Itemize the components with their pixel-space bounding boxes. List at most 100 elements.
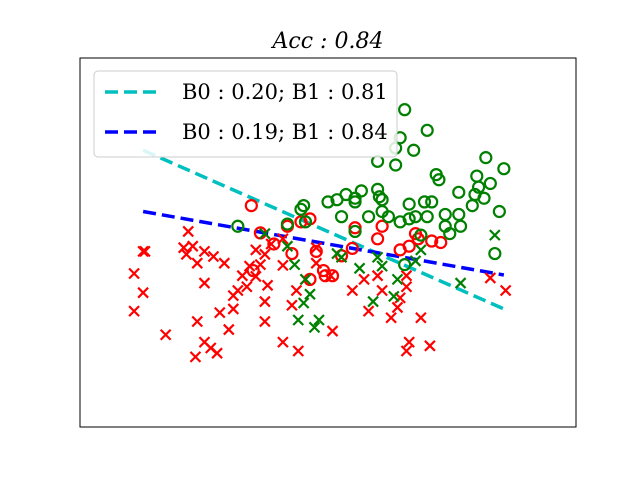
data-point-2-17 bbox=[420, 210, 434, 224]
data-point-2-44 bbox=[339, 187, 353, 202]
decision-line-1 bbox=[142, 209, 505, 277]
data-point-2-18 bbox=[414, 228, 428, 242]
data-point-0-27 bbox=[259, 248, 271, 261]
data-point-1-19 bbox=[434, 235, 448, 250]
data-point-2-43 bbox=[354, 184, 368, 198]
data-point-2-26 bbox=[465, 199, 479, 213]
data-point-2-45 bbox=[321, 195, 335, 209]
data-point-0-41 bbox=[292, 345, 305, 357]
data-point-2-29 bbox=[483, 176, 497, 191]
data-point-0-8 bbox=[177, 241, 190, 254]
data-point-3-17 bbox=[454, 277, 467, 289]
data-point-3-20 bbox=[331, 247, 343, 260]
data-point-2-48 bbox=[297, 199, 311, 213]
legend-frame bbox=[93, 70, 398, 158]
data-point-3-0 bbox=[259, 227, 271, 240]
data-point-1-13 bbox=[375, 219, 389, 233]
data-point-0-40 bbox=[277, 336, 289, 348]
data-point-0-31 bbox=[259, 295, 271, 308]
data-point-0-55 bbox=[385, 311, 397, 324]
data-point-2-30 bbox=[492, 204, 506, 219]
data-point-0-51 bbox=[400, 269, 413, 282]
legend-label-blue: B0 : 0.19; B1 : 0.84 bbox=[182, 120, 388, 144]
data-point-0-59 bbox=[499, 284, 512, 297]
data-point-2-52 bbox=[470, 169, 484, 183]
data-point-3-14 bbox=[391, 273, 404, 286]
data-point-0-2 bbox=[139, 245, 151, 258]
data-point-2-5 bbox=[375, 193, 389, 207]
data-point-0-26 bbox=[250, 244, 262, 256]
data-point-2-4 bbox=[372, 190, 387, 204]
data-point-2-11 bbox=[361, 210, 376, 224]
data-point-0-54 bbox=[400, 345, 413, 357]
data-point-2-21 bbox=[438, 207, 452, 222]
data-point-2-50 bbox=[231, 219, 245, 233]
data-point-3-6 bbox=[313, 314, 325, 326]
data-point-1-18 bbox=[425, 234, 439, 248]
data-point-2-32 bbox=[452, 185, 466, 199]
data-point-3-5 bbox=[292, 314, 305, 326]
data-point-2-9 bbox=[334, 210, 349, 224]
data-point-1-21 bbox=[325, 269, 340, 283]
data-point-1-0 bbox=[244, 199, 258, 213]
data-point-0-42 bbox=[326, 325, 339, 337]
data-point-0-47 bbox=[346, 284, 359, 297]
data-point-2-35 bbox=[402, 197, 416, 211]
data-point-2-3 bbox=[371, 182, 385, 196]
data-point-2-46 bbox=[298, 215, 313, 229]
data-point-2-0 bbox=[398, 103, 412, 117]
data-point-0-9 bbox=[180, 248, 193, 261]
data-point-0-11 bbox=[198, 245, 211, 258]
data-point-0-60 bbox=[218, 257, 231, 269]
data-point-1-22 bbox=[408, 227, 423, 241]
data-point-0-6 bbox=[182, 225, 194, 238]
data-point-2-51 bbox=[488, 246, 502, 261]
data-point-0-34 bbox=[277, 259, 289, 272]
data-point-0-32 bbox=[259, 315, 271, 328]
data-point-2-19 bbox=[398, 258, 412, 272]
data-point-2-36 bbox=[407, 143, 421, 157]
data-point-3-11 bbox=[376, 260, 388, 272]
data-point-3-10 bbox=[371, 251, 384, 264]
data-point-2-40 bbox=[497, 162, 511, 176]
data-point-2-34 bbox=[417, 195, 432, 209]
data-point-3-3 bbox=[304, 288, 316, 300]
data-point-0-12 bbox=[207, 250, 220, 263]
data-point-0-23 bbox=[241, 281, 253, 293]
data-point-1-16 bbox=[402, 239, 416, 253]
chart-title: Acc : 0.84 bbox=[271, 29, 384, 54]
data-point-1-14 bbox=[371, 232, 385, 246]
data-point-0-56 bbox=[415, 311, 427, 324]
data-point-2-38 bbox=[420, 123, 434, 137]
data-point-0-45 bbox=[371, 269, 384, 282]
data-point-3-4 bbox=[297, 297, 310, 309]
data-point-2-24 bbox=[438, 219, 452, 233]
data-point-2-39 bbox=[432, 173, 446, 187]
data-point-0-0 bbox=[128, 267, 140, 280]
data-point-2-10 bbox=[348, 224, 362, 239]
data-point-2-25 bbox=[452, 207, 466, 222]
data-point-0-24 bbox=[236, 269, 249, 282]
data-point-0-35 bbox=[290, 284, 303, 297]
legend-label-cyan: B0 : 0.20; B1 : 0.81 bbox=[182, 80, 388, 104]
legend: B0 : 0.20; B1 : 0.81 B0 : 0.19; B1 : 0.8… bbox=[93, 70, 398, 158]
data-point-3-7 bbox=[308, 321, 321, 334]
data-point-0-1 bbox=[137, 245, 149, 258]
data-point-1-7 bbox=[309, 244, 323, 258]
data-point-0-5 bbox=[159, 328, 172, 341]
data-point-0-53 bbox=[403, 336, 415, 348]
data-point-0-58 bbox=[484, 272, 497, 284]
data-point-0-19 bbox=[214, 306, 226, 319]
data-point-0-20 bbox=[223, 323, 235, 336]
data-point-1-5 bbox=[267, 237, 281, 251]
data-point-3-18 bbox=[489, 229, 501, 241]
data-point-2-49 bbox=[280, 217, 295, 231]
data-point-0-3 bbox=[137, 286, 149, 299]
data-point-3-15 bbox=[409, 255, 422, 267]
data-point-0-14 bbox=[191, 315, 204, 328]
decision-line-0 bbox=[142, 148, 505, 311]
data-point-3-1 bbox=[288, 258, 301, 271]
data-point-0-48 bbox=[376, 284, 388, 297]
data-point-0-62 bbox=[265, 238, 277, 250]
